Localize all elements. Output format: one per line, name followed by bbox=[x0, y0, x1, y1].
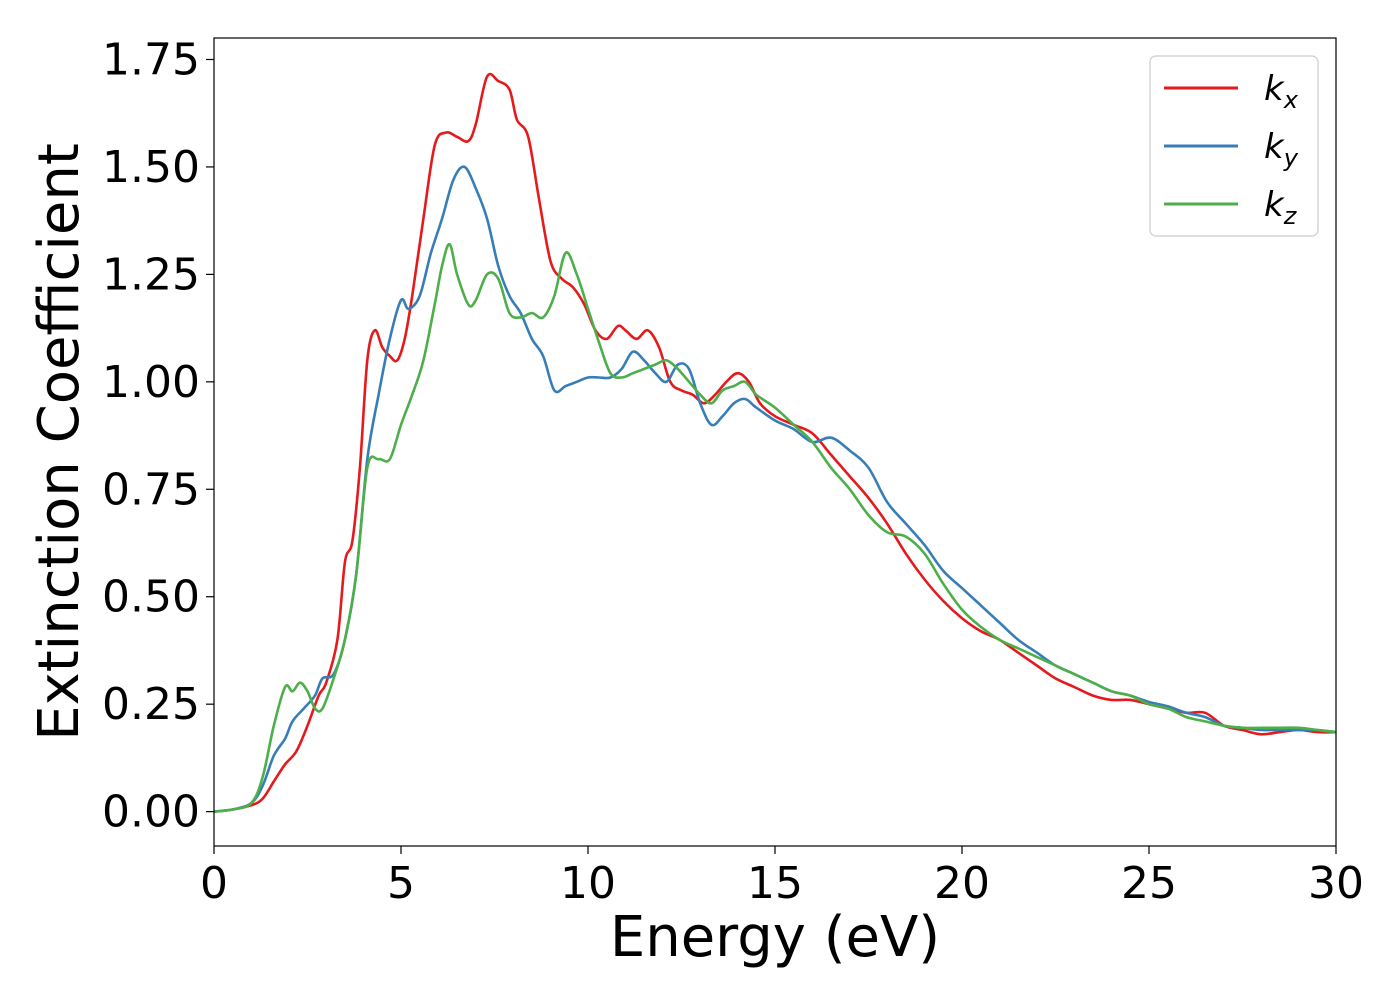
y-tick-label: 1.00 bbox=[102, 357, 200, 408]
y-tick-label: 0.50 bbox=[102, 572, 200, 623]
y-axis-ticks: 0.00 0.25 0.50 0.75 1.00 1.25 1.50 1.75 bbox=[102, 34, 214, 838]
x-tick-label: 15 bbox=[747, 858, 803, 909]
y-tick-label: 1.75 bbox=[102, 34, 200, 85]
x-tick-label: 20 bbox=[934, 858, 990, 909]
y-tick-label: 0.75 bbox=[102, 464, 200, 515]
legend-label-k-x: kx bbox=[1264, 69, 1299, 114]
y-axis-label: Extinction Coefficient bbox=[27, 143, 92, 741]
x-axis-label: Energy (eV) bbox=[610, 905, 940, 970]
y-tick-label: 1.50 bbox=[102, 142, 200, 193]
legend-label-k-z: kz bbox=[1264, 185, 1298, 230]
x-tick-label: 5 bbox=[387, 858, 415, 909]
x-axis-ticks: 0 5 10 15 20 25 30 bbox=[200, 846, 1364, 909]
y-tick-label: 0.00 bbox=[102, 787, 200, 838]
y-tick-label: 0.25 bbox=[102, 679, 200, 730]
legend-label-k-y: ky bbox=[1264, 127, 1299, 172]
x-tick-label: 25 bbox=[1121, 858, 1177, 909]
x-tick-label: 0 bbox=[200, 858, 228, 909]
y-tick-label: 1.25 bbox=[102, 249, 200, 300]
x-tick-label: 10 bbox=[560, 858, 616, 909]
x-tick-label: 30 bbox=[1308, 858, 1364, 909]
legend: kx ky kz bbox=[1149, 55, 1319, 237]
series-layer bbox=[214, 72, 1336, 813]
series-line-k-z bbox=[214, 243, 1336, 813]
series-line-k-x bbox=[214, 72, 1336, 813]
